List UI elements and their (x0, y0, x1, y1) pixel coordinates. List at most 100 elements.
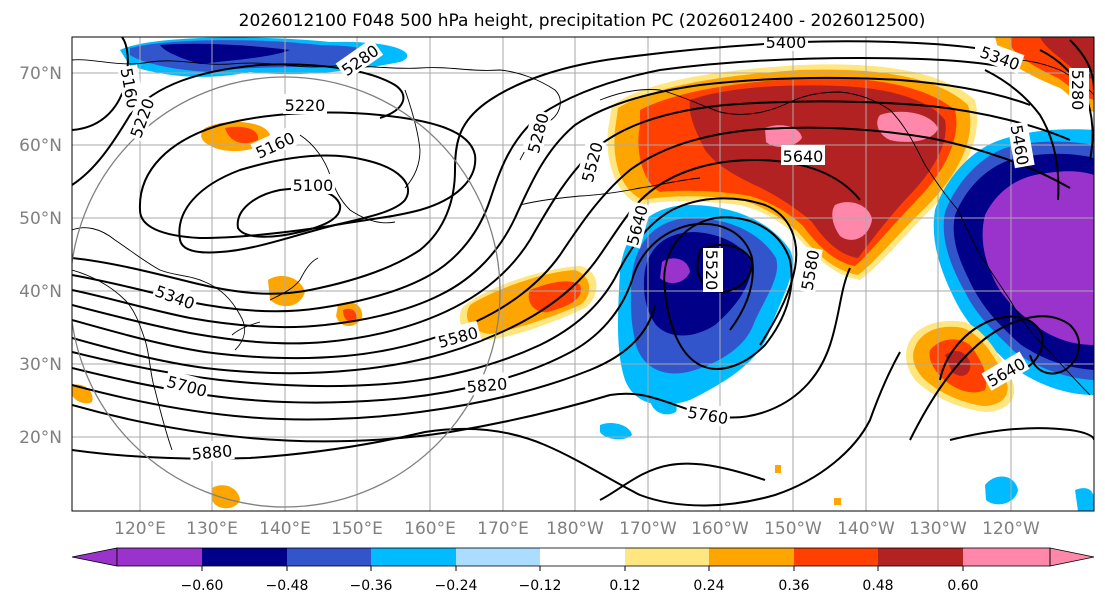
contour-label: 5400 (766, 33, 807, 52)
longitude-label: 160°E (404, 519, 456, 539)
pc-positive-region (877, 111, 938, 142)
longitude-label: 160°W (691, 519, 749, 539)
contour-label-bg (283, 94, 327, 114)
pc-positive-region (832, 202, 872, 240)
contour-label: 5820 (466, 374, 508, 396)
contour-label-bg (250, 125, 299, 163)
contour-label-bg (764, 37, 808, 51)
longitude-labels: 120°E 130°E 140°E 150°E 160°E 170°E 180°W 170°W… (114, 519, 1040, 539)
longitude-label: 140°W (837, 519, 895, 539)
colorbar-tick-label: −0.48 (266, 578, 309, 594)
pc-positive-region (225, 126, 259, 144)
contour-label-bg (703, 248, 723, 292)
coastline-north-america (957, 209, 1091, 396)
colorbar: −0.60 −0.48 −0.36 −0.24 −0.12 0.12 0.24 0.36 0.4… (71, 547, 1095, 594)
height-contour (72, 351, 901, 507)
highlight-circle (72, 76, 501, 508)
longitude-label: 180°W (546, 519, 604, 539)
height-contour (72, 267, 851, 443)
contour-label-bg (1069, 68, 1089, 112)
coastline-aleutians (519, 177, 701, 206)
height-contour (72, 56, 1011, 313)
colorbar-segment (794, 548, 878, 566)
pc-positive-region (834, 498, 841, 505)
longitude-label: 170°E (477, 519, 529, 539)
contour-label-bg (433, 320, 482, 352)
pc-negative-region (643, 232, 752, 336)
pc-negative-region (1075, 488, 1094, 511)
longitude-label: 140°E (259, 519, 311, 539)
height-contour (909, 315, 1080, 441)
latitude-label: 40°N (19, 282, 62, 302)
height-contour (72, 100, 1071, 345)
contour-label-bg (575, 137, 607, 186)
coastline-asia (72, 227, 246, 351)
precip-pc-shading (72, 37, 1094, 511)
map-title: 2026012100 F048 500 hPa height, precipit… (239, 11, 926, 31)
height-contour (72, 158, 861, 375)
height-contour (72, 126, 1071, 360)
height-contour (178, 154, 410, 254)
colorbar-tick-label: −0.12 (519, 578, 562, 594)
pc-positive-region (343, 308, 357, 322)
colorbar-extend-high (1049, 547, 1095, 567)
colorbar-segment (202, 548, 287, 566)
height-contour (72, 197, 798, 388)
colorbar-tick-label: −0.60 (181, 578, 224, 594)
colorbar-tick-label: 0.36 (778, 578, 809, 594)
colorbar-extend-low (71, 547, 118, 567)
coastline-alaska (599, 89, 959, 211)
colorbar-segment (456, 548, 540, 566)
contour-label: 5100 (293, 176, 334, 195)
pc-negative-region (600, 423, 632, 440)
longitude-label: 150°W (764, 519, 822, 539)
contour-label-bg (189, 439, 235, 463)
contour-label: 5880 (191, 441, 233, 463)
contour-label: 5280 (1068, 70, 1087, 111)
contour-label-bg (163, 369, 212, 401)
colorbar-segment (117, 548, 202, 566)
pc-positive-region (775, 465, 781, 473)
contour-label-bg (976, 40, 1025, 74)
colorbar-segment (287, 548, 371, 566)
contour-label-bg (981, 351, 1030, 391)
contour-label-bg (795, 246, 823, 294)
colorbar-outline (116, 547, 1051, 567)
contour-label-bg (620, 200, 652, 249)
longitude-label: 130°W (909, 519, 967, 539)
longitude-label: 120°E (114, 519, 166, 539)
pc-negative-region (160, 43, 290, 64)
coastline-asia (72, 59, 561, 161)
height-contour (696, 243, 754, 294)
colorbar-segment (371, 548, 456, 566)
contour-label-bg (124, 93, 158, 142)
colorbar-segment (878, 548, 963, 566)
height-contour (599, 462, 766, 501)
contour-label-bg (464, 372, 510, 396)
colorbar-tick-label: 0.48 (862, 578, 893, 594)
contour-label: 5220 (285, 96, 326, 115)
colorbar-tick-label: 0.24 (693, 578, 724, 594)
latitude-labels: 70°N 60°N 50°N 40°N 30°N 20°N (19, 64, 62, 448)
coastline-japan (231, 257, 319, 336)
contour-label-bg (781, 145, 825, 165)
longitude-label: 120°W (982, 519, 1040, 539)
height-contour (939, 315, 1044, 381)
latitude-label: 60°N (19, 136, 62, 156)
longitude-label: 170°W (619, 519, 677, 539)
contour-label-bg (291, 174, 335, 194)
colorbar-tick-label: 0.60 (947, 578, 978, 594)
contour-label-bg (335, 38, 384, 80)
contour-label-bg (684, 400, 732, 428)
latitude-label: 70°N (19, 64, 62, 84)
contour-label-bg (151, 279, 200, 313)
colorbar-tick-label: 0.12 (609, 578, 640, 594)
pc-negative-region (660, 258, 690, 284)
pc-negative-region (985, 476, 1018, 505)
colorbar-segment (540, 548, 625, 566)
height-contour (72, 76, 1031, 329)
map-frame (71, 36, 1095, 512)
latitude-label: 20°N (19, 428, 62, 448)
height-contour (72, 304, 656, 421)
